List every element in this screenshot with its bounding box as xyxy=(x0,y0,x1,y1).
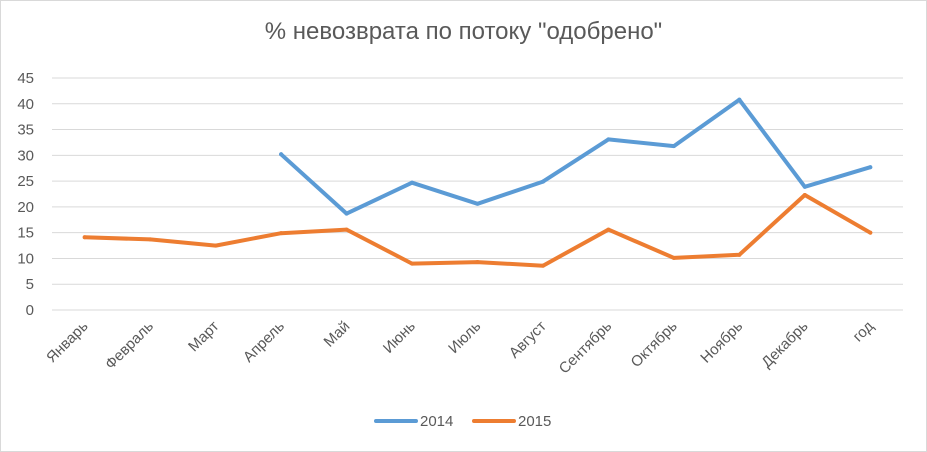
x-tick-label: Май xyxy=(321,318,354,351)
y-tick-label: 40 xyxy=(17,96,34,113)
data-point xyxy=(148,237,153,242)
y-tick-label: 35 xyxy=(17,122,34,139)
x-tick-label: Апрель xyxy=(240,318,288,366)
data-point xyxy=(344,227,349,232)
gridlines xyxy=(52,77,903,311)
data-point xyxy=(802,184,807,189)
data-point xyxy=(213,243,218,248)
y-tick-label: 15 xyxy=(17,225,34,242)
data-point xyxy=(737,97,742,102)
x-tick-label: Август xyxy=(506,318,550,362)
x-tick-label: Ноябрь xyxy=(697,318,746,367)
legend-label: 2014 xyxy=(420,413,453,430)
data-point xyxy=(82,235,87,240)
y-tick-label: 5 xyxy=(26,276,34,293)
y-tick-label: 30 xyxy=(17,147,34,164)
data-point xyxy=(344,211,349,216)
data-point xyxy=(279,152,284,157)
legend-label: 2015 xyxy=(518,413,551,430)
x-tick-label: Март xyxy=(185,318,222,355)
x-tick-label: Июнь xyxy=(380,318,419,357)
data-point xyxy=(606,137,611,142)
data-point xyxy=(540,179,545,184)
x-tick-label: Февраль xyxy=(102,318,157,373)
data-point xyxy=(475,260,480,265)
x-tick-label: Июль xyxy=(445,318,484,357)
series-lines xyxy=(82,97,873,268)
data-point xyxy=(671,144,676,149)
y-tick-label: 20 xyxy=(17,199,34,216)
data-point xyxy=(868,165,873,170)
data-point xyxy=(802,193,807,198)
data-point xyxy=(475,201,480,206)
y-axis-ticks: 0 5 10 15 20 25 30 35 40 45 xyxy=(17,70,34,319)
legend: 2014 2015 xyxy=(374,413,551,430)
data-point xyxy=(606,227,611,232)
data-point xyxy=(410,180,415,185)
chart-title: % невозврата по потоку "одобрено" xyxy=(264,18,663,45)
x-tick-label: Октябрь xyxy=(628,318,681,371)
data-point xyxy=(279,231,284,236)
x-tick-label: Сентябрь xyxy=(556,318,616,378)
data-point xyxy=(737,252,742,257)
y-tick-label: 0 xyxy=(26,302,34,319)
data-point xyxy=(540,263,545,268)
data-point xyxy=(410,261,415,266)
x-tick-label: год xyxy=(850,318,878,346)
data-point xyxy=(671,255,676,260)
x-tick-label: Декабрь xyxy=(758,318,812,372)
data-point xyxy=(868,230,873,235)
y-tick-label: 25 xyxy=(17,173,34,190)
x-tick-label: Январь xyxy=(43,318,92,367)
series-line-2014 xyxy=(279,97,873,216)
y-tick-label: 45 xyxy=(17,70,34,87)
y-tick-label: 10 xyxy=(17,250,34,267)
x-axis-ticks: Январь Февраль Март Апрель Май Июнь Июль Август… xyxy=(43,318,877,378)
